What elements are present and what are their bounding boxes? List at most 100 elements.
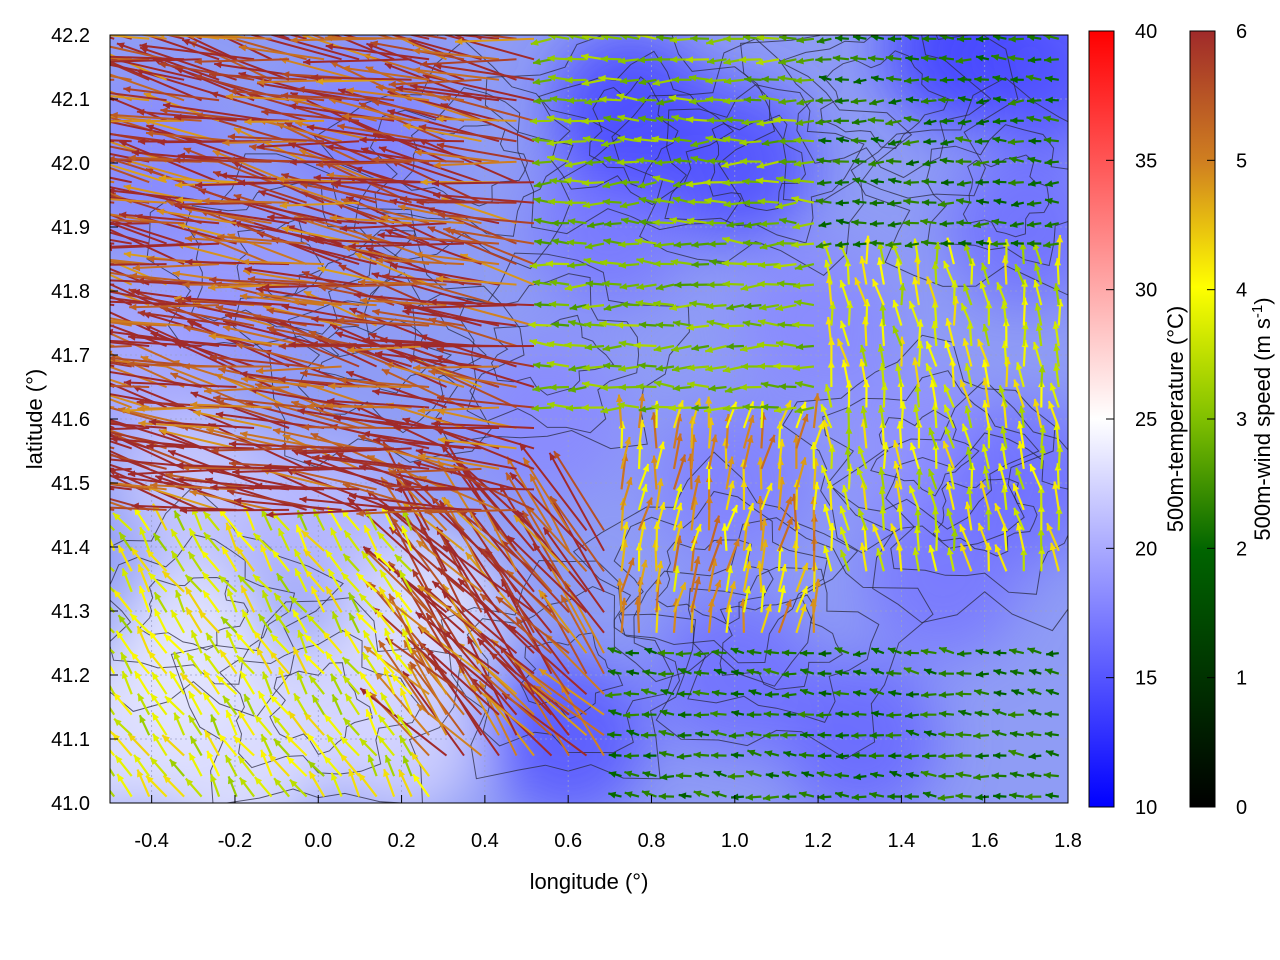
wind-arrow (139, 44, 255, 61)
wind-arrow (347, 176, 447, 204)
wind-arrow (310, 343, 412, 347)
wind-arrowhead (92, 158, 100, 165)
wind-arrowhead (331, 772, 338, 781)
wind-arrow (379, 505, 482, 511)
y-tick-label: 41.9 (51, 217, 90, 239)
wind-arrowhead (1015, 467, 1022, 476)
wind-arrow (271, 402, 360, 429)
wind-arrowhead (678, 792, 687, 800)
wind-arrowhead (247, 275, 256, 283)
wind-arrow (110, 263, 167, 266)
wind-arrowhead (87, 464, 95, 470)
wind-arrowhead (675, 433, 683, 442)
wind-arrowhead (426, 613, 434, 621)
wind-arrowhead (706, 219, 714, 227)
wind-arrowhead (868, 55, 876, 62)
wind-arrowhead (877, 344, 885, 352)
wind-arrowhead (886, 669, 894, 677)
terrain-contour (466, 586, 674, 754)
wind-arrowhead (902, 219, 910, 227)
wind-arrowhead (766, 483, 773, 492)
wind-arrowhead (945, 481, 953, 490)
wind-arrowhead (375, 256, 384, 264)
wind-arrowhead (885, 54, 894, 62)
wind-arrowhead (303, 13, 311, 20)
wind-arrow (110, 324, 167, 347)
wind-arrow (158, 429, 237, 450)
wind-arrowhead (424, 508, 432, 516)
wind-arrowhead (379, 503, 387, 511)
wind-arrowhead (1008, 99, 1016, 106)
wind-arrowhead (673, 181, 681, 188)
wind-arrowhead (375, 672, 383, 680)
wind-arrowhead (617, 114, 626, 122)
y-tick-label: 41.6 (51, 409, 90, 431)
wind-arrowhead (163, 102, 171, 110)
wind-arrowhead (1035, 323, 1043, 331)
colorbar-tick-label: 0 (1236, 797, 1247, 819)
wind-arrowhead (669, 304, 677, 311)
wind-arrow (110, 432, 185, 470)
wind-arrow (516, 509, 588, 593)
wind-arrowhead (793, 136, 801, 144)
wind-arrowhead (817, 793, 825, 801)
wind-arrowhead (148, 572, 156, 581)
wind-arrowhead (5, 472, 13, 479)
wind-arrow (522, 457, 570, 531)
wind-arrowhead (138, 693, 145, 702)
wind-arrowhead (111, 22, 119, 29)
wind-arrow (329, 216, 412, 225)
wind-arrowhead (776, 340, 784, 348)
wind-arrowhead (253, 533, 262, 541)
wind-arrowhead (191, 630, 198, 639)
wind-arrow (110, 288, 150, 307)
wind-arrow (309, 238, 412, 245)
wind-arrowhead (581, 179, 590, 187)
wind-arrowhead (349, 592, 356, 601)
wind-arrowhead (44, 62, 52, 69)
wind-arrowhead (186, 607, 193, 616)
wind-arrow (266, 326, 360, 347)
wind-arrowhead (1043, 771, 1051, 779)
wind-arrowhead (931, 321, 939, 329)
wind-arrowhead (287, 15, 295, 21)
wind-arrowhead (1038, 365, 1046, 373)
wind-arrow (325, 44, 430, 61)
wind-arrow (419, 523, 465, 613)
wind-arrowhead (343, 718, 351, 726)
wind-arrowhead (116, 42, 125, 50)
wind-arrow (232, 467, 342, 474)
wind-arrowhead (36, 120, 43, 127)
wind-arrowhead (364, 525, 371, 534)
wind-arrowhead (859, 359, 866, 367)
wind-arrowhead (549, 383, 557, 391)
wind-arrow (348, 494, 465, 511)
wind-arrowhead (623, 690, 632, 698)
wind-arrow (443, 228, 535, 245)
wind-arrowhead (1034, 303, 1042, 311)
wind-arrowhead (190, 736, 198, 745)
wind-arrowhead (175, 590, 182, 598)
wind-arrowhead (208, 284, 216, 291)
wind-arrowhead (993, 752, 1001, 759)
wind-arrowhead (801, 586, 808, 595)
wind-arrowhead (237, 179, 246, 187)
wind-arrowhead (304, 634, 312, 642)
wind-arrowhead (835, 732, 843, 739)
wind-arrowhead (602, 181, 611, 189)
wind-arrow (401, 500, 465, 552)
wind-arrowhead (582, 364, 590, 372)
wind-arrowhead (72, 367, 80, 373)
wind-arrowhead (869, 688, 878, 695)
wind-arrowhead (239, 293, 248, 300)
wind-arrow (110, 78, 115, 81)
wind-arrowhead (1029, 668, 1037, 676)
wind-arrowhead (368, 332, 377, 340)
wind-arrowhead (839, 280, 847, 288)
wind-arrowhead (616, 578, 624, 586)
wind-arrowhead (779, 35, 787, 42)
wind-arrowhead (509, 472, 518, 481)
wind-arrowhead (793, 282, 801, 290)
wind-arrowhead (947, 463, 954, 472)
